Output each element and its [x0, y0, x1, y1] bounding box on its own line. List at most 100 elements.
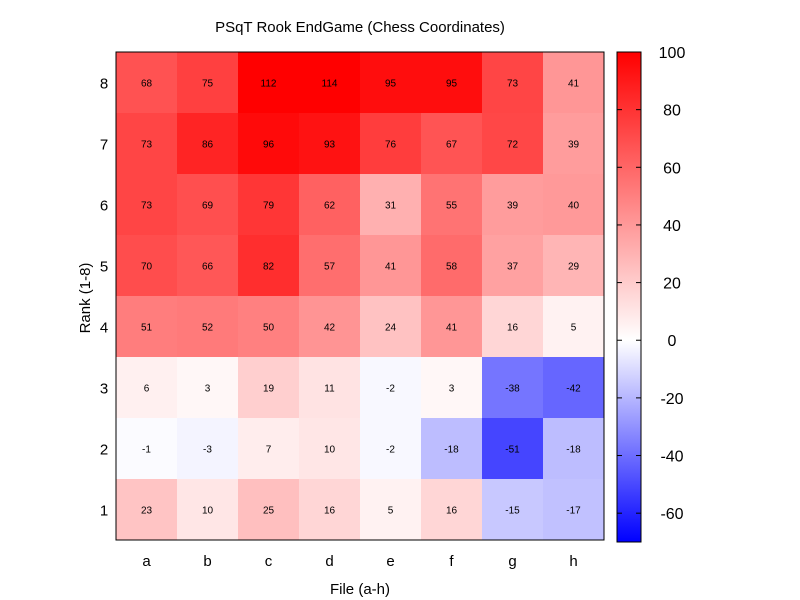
heatmap-cell-f8	[421, 52, 482, 113]
cell-value-d2: 10	[324, 445, 336, 456]
colorbar-tick-label: 40	[663, 218, 681, 235]
heatmap-cell-e8	[360, 52, 421, 113]
colorbar-tick-label: -60	[660, 506, 683, 523]
cell-value-e4: 24	[385, 323, 397, 334]
colorbar-tick-label: 20	[663, 276, 681, 293]
cell-value-f4: 41	[446, 323, 458, 334]
heatmap-cell-e4	[360, 296, 421, 357]
cell-value-f2: -18	[444, 445, 459, 456]
cell-value-e8: 95	[385, 79, 397, 90]
cell-value-g7: 72	[507, 140, 519, 151]
x-tick-label: e	[386, 553, 394, 570]
heatmap-cell-h7	[543, 113, 604, 174]
heatmap-cell-g7	[482, 113, 543, 174]
heatmap-cell-c2	[238, 418, 299, 479]
cell-value-d5: 57	[324, 262, 336, 273]
heatmap-cell-e2	[360, 418, 421, 479]
y-tick-label: 6	[100, 198, 108, 215]
y-tick-label: 7	[100, 137, 108, 154]
heatmap-cell-a7	[116, 113, 177, 174]
x-tick-label: a	[142, 553, 151, 570]
cell-value-e3: -2	[386, 384, 395, 395]
x-tick-label: b	[203, 553, 211, 570]
x-axis-ticks: a b c d e f g h	[142, 553, 577, 570]
cell-value-f7: 67	[446, 140, 458, 151]
heatmap-cell-f5	[421, 235, 482, 296]
heatmap-cell-e7	[360, 113, 421, 174]
heatmap-cell-c1	[238, 479, 299, 540]
heatmap-cell-g4	[482, 296, 543, 357]
cell-value-g5: 37	[507, 262, 519, 273]
cell-value-e7: 76	[385, 140, 397, 151]
y-tick-label: 4	[100, 320, 108, 337]
colorbar: 100 80 60 40 20 0 -20 -40 -60	[616, 45, 685, 543]
cell-value-c3: 19	[263, 384, 275, 395]
colorbar-tick-label: 60	[663, 160, 681, 177]
cell-value-b8: 75	[202, 79, 214, 90]
heatmap-cell-a3	[116, 357, 177, 418]
heatmap-cell-d4	[299, 296, 360, 357]
heatmap-cell-b5	[177, 235, 238, 296]
heatmap-cell-f1	[421, 479, 482, 540]
colorbar-tick-label: -40	[660, 449, 683, 466]
y-tick-label: 5	[100, 259, 108, 276]
heatmap-cell-g1	[482, 479, 543, 540]
cell-value-c4: 50	[263, 323, 275, 334]
cell-value-g8: 73	[507, 79, 519, 90]
heatmap-cell-h8	[543, 52, 604, 113]
y-axis-ticks: 8 7 6 5 4 3 2 1	[100, 76, 108, 520]
cell-value-a6: 73	[141, 201, 153, 212]
heatmap-cell-a1	[116, 479, 177, 540]
heatmap-cell-d7	[299, 113, 360, 174]
heatmap-cell-b1	[177, 479, 238, 540]
cell-value-a5: 70	[141, 262, 153, 273]
heatmap-cell-a5	[116, 235, 177, 296]
x-tick-label: c	[265, 553, 273, 570]
cell-value-b6: 69	[202, 201, 214, 212]
cell-value-d8: 114	[322, 79, 338, 90]
cell-value-a7: 73	[141, 140, 153, 151]
chart-title: PSqT Rook EndGame (Chess Coordinates)	[215, 19, 505, 36]
cell-value-d3: 11	[324, 384, 335, 395]
cell-value-e1: 5	[388, 506, 394, 517]
cell-value-a8: 68	[141, 79, 153, 90]
heatmap-cell-b7	[177, 113, 238, 174]
heatmap-cell-d5	[299, 235, 360, 296]
heatmap-cell-g3	[482, 357, 543, 418]
cell-value-h1: -17	[566, 506, 581, 517]
heatmap-cell-e6	[360, 174, 421, 235]
heatmap-cell-e5	[360, 235, 421, 296]
cell-value-g1: -15	[505, 506, 520, 517]
cell-value-g2: -51	[505, 445, 520, 456]
cell-value-f5: 58	[446, 262, 458, 273]
cell-value-b2: -3	[203, 445, 212, 456]
cell-value-h3: -42	[566, 384, 581, 395]
cell-value-e6: 31	[385, 201, 397, 212]
colorbar-tick-label: 80	[663, 103, 681, 120]
heatmap-cell-d2	[299, 418, 360, 479]
heatmap-cell-d3	[299, 357, 360, 418]
cell-value-e5: 41	[385, 262, 397, 273]
cell-value-c8: 112	[261, 79, 277, 90]
heatmap-cell-f2	[421, 418, 482, 479]
heatmap-cell-a2	[116, 418, 177, 479]
cell-value-b7: 86	[202, 140, 214, 151]
cell-value-c6: 79	[263, 201, 275, 212]
cell-value-b5: 66	[202, 262, 214, 273]
x-tick-label: g	[508, 553, 516, 570]
heatmap-cell-a8	[116, 52, 177, 113]
heatmap-cell-b2	[177, 418, 238, 479]
heatmap-cell-e1	[360, 479, 421, 540]
colorbar-tick-label: -20	[660, 391, 683, 408]
heatmap-cell-h2	[543, 418, 604, 479]
cell-value-a4: 51	[141, 323, 153, 334]
heatmap-cell-h3	[543, 357, 604, 418]
cell-value-b3: 3	[205, 384, 211, 395]
y-tick-label: 1	[100, 503, 108, 520]
cell-value-c5: 82	[263, 262, 275, 273]
heatmap-cell-h5	[543, 235, 604, 296]
heatmap-cell-c8	[238, 52, 299, 113]
cell-value-g4: 16	[507, 323, 519, 334]
